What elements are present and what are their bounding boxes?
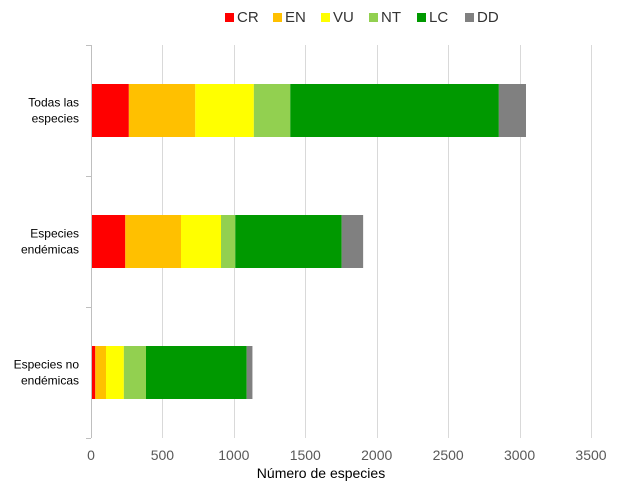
x-tick-label-1000: 1000 — [218, 447, 249, 463]
category-label-0: Todas las especies — [28, 96, 79, 126]
x-tick-label-500: 500 — [151, 447, 175, 463]
bar-lc-0 — [290, 84, 499, 137]
bar-en-1 — [125, 215, 181, 268]
x-tick-label-3500: 3500 — [575, 447, 606, 463]
bars — [91, 84, 526, 399]
bar-lc-1 — [235, 215, 342, 268]
legend-swatch-vu — [321, 13, 330, 22]
legend-label-vu: VU — [333, 9, 354, 26]
category-label-2: Especies no endémicas — [14, 358, 80, 388]
bar-cr-2 — [91, 346, 96, 399]
category-label-line: Especies — [30, 227, 79, 241]
legend: CR EN VU NT LC DD — [225, 9, 499, 26]
bar-en-0 — [128, 84, 196, 137]
legend-label-dd: DD — [477, 9, 499, 26]
bar-dd-0 — [498, 84, 526, 137]
bar-nt-1 — [221, 215, 236, 268]
legend-label-lc: LC — [429, 9, 448, 26]
bar-cr-0 — [91, 84, 129, 137]
legend-swatch-nt — [369, 13, 378, 22]
legend-swatch-cr — [225, 13, 234, 22]
category-label-1: Especies endémicas — [21, 227, 79, 257]
x-tick-label-3000: 3000 — [504, 447, 535, 463]
bar-nt-2 — [123, 346, 146, 399]
category-label-line: endémicas — [21, 374, 79, 388]
category-label-line: Todas las — [28, 96, 79, 110]
x-tick-label-0: 0 — [87, 447, 95, 463]
x-tick-label-2000: 2000 — [361, 447, 392, 463]
legend-swatch-lc — [417, 13, 426, 22]
bar-dd-1 — [341, 215, 364, 268]
x-tick-label-2500: 2500 — [433, 447, 464, 463]
bar-vu-2 — [106, 346, 124, 399]
legend-label-en: EN — [285, 9, 306, 26]
bar-dd-2 — [246, 346, 253, 399]
legend-swatch-en — [273, 13, 282, 22]
category-label-line: especies — [32, 112, 79, 126]
bar-nt-0 — [253, 84, 291, 137]
bar-cr-1 — [91, 215, 126, 268]
legend-swatch-dd — [465, 13, 474, 22]
x-tick-label-1500: 1500 — [290, 447, 321, 463]
category-label-line: endémicas — [21, 243, 79, 257]
bar-en-2 — [95, 346, 106, 399]
legend-label-cr: CR — [237, 9, 259, 26]
x-axis-ticks: 0 500 1000 1500 2000 2500 3000 3500 — [87, 447, 607, 463]
category-label-line: Especies no — [14, 358, 80, 372]
bar-lc-2 — [146, 346, 247, 399]
legend-label-nt: NT — [381, 9, 401, 26]
x-axis-title: Número de especies — [257, 465, 385, 481]
bar-vu-0 — [195, 84, 254, 137]
bar-vu-1 — [181, 215, 221, 268]
